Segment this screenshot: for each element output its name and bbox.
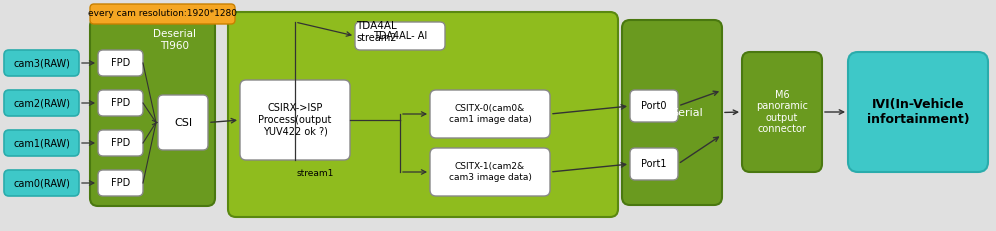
FancyBboxPatch shape: [90, 18, 215, 206]
Text: TDA4AL: TDA4AL: [356, 21, 396, 31]
FancyBboxPatch shape: [430, 148, 550, 196]
FancyBboxPatch shape: [98, 90, 143, 116]
Text: CSIRX->ISP
Process(output
YUV422 ok ?): CSIRX->ISP Process(output YUV422 ok ?): [258, 103, 332, 137]
Text: M6
panoramic
output
connector: M6 panoramic output connector: [756, 90, 808, 134]
FancyBboxPatch shape: [158, 95, 208, 150]
FancyBboxPatch shape: [228, 12, 618, 217]
Text: Serial: Serial: [671, 107, 703, 118]
Text: Deserial
TI960: Deserial TI960: [153, 29, 196, 51]
FancyBboxPatch shape: [630, 148, 678, 180]
FancyBboxPatch shape: [848, 52, 988, 172]
Text: every cam resolution:1920*1280: every cam resolution:1920*1280: [88, 9, 237, 18]
Text: stream2: stream2: [356, 33, 396, 43]
FancyBboxPatch shape: [4, 170, 79, 196]
Text: CSITX-0(cam0&
cam1 image data): CSITX-0(cam0& cam1 image data): [448, 104, 532, 124]
Text: CSI: CSI: [174, 118, 192, 128]
Text: cam1(RAW): cam1(RAW): [13, 138, 70, 148]
FancyBboxPatch shape: [630, 90, 678, 122]
Text: stream1: stream1: [297, 170, 334, 179]
Text: FPD: FPD: [111, 138, 130, 148]
FancyBboxPatch shape: [240, 80, 350, 160]
FancyBboxPatch shape: [622, 20, 722, 205]
Text: FPD: FPD: [111, 178, 130, 188]
Text: cam0(RAW): cam0(RAW): [13, 178, 70, 188]
Text: FPD: FPD: [111, 98, 130, 108]
Text: CSITX-1(cam2&
cam3 image data): CSITX-1(cam2& cam3 image data): [448, 162, 532, 182]
Text: FPD: FPD: [111, 58, 130, 68]
FancyBboxPatch shape: [355, 22, 445, 50]
FancyBboxPatch shape: [90, 4, 235, 24]
FancyBboxPatch shape: [98, 50, 143, 76]
Text: cam3(RAW): cam3(RAW): [13, 58, 70, 68]
FancyBboxPatch shape: [4, 130, 79, 156]
FancyBboxPatch shape: [98, 170, 143, 196]
Text: Port1: Port1: [641, 159, 666, 169]
FancyBboxPatch shape: [742, 52, 822, 172]
FancyBboxPatch shape: [98, 130, 143, 156]
Text: cam2(RAW): cam2(RAW): [13, 98, 70, 108]
FancyBboxPatch shape: [430, 90, 550, 138]
FancyBboxPatch shape: [4, 50, 79, 76]
Text: Port0: Port0: [641, 101, 666, 111]
FancyBboxPatch shape: [4, 90, 79, 116]
Text: IVI(In-Vehicle
infortainment): IVI(In-Vehicle infortainment): [867, 98, 969, 126]
Text: TDA4AL- AI: TDA4AL- AI: [373, 31, 427, 41]
